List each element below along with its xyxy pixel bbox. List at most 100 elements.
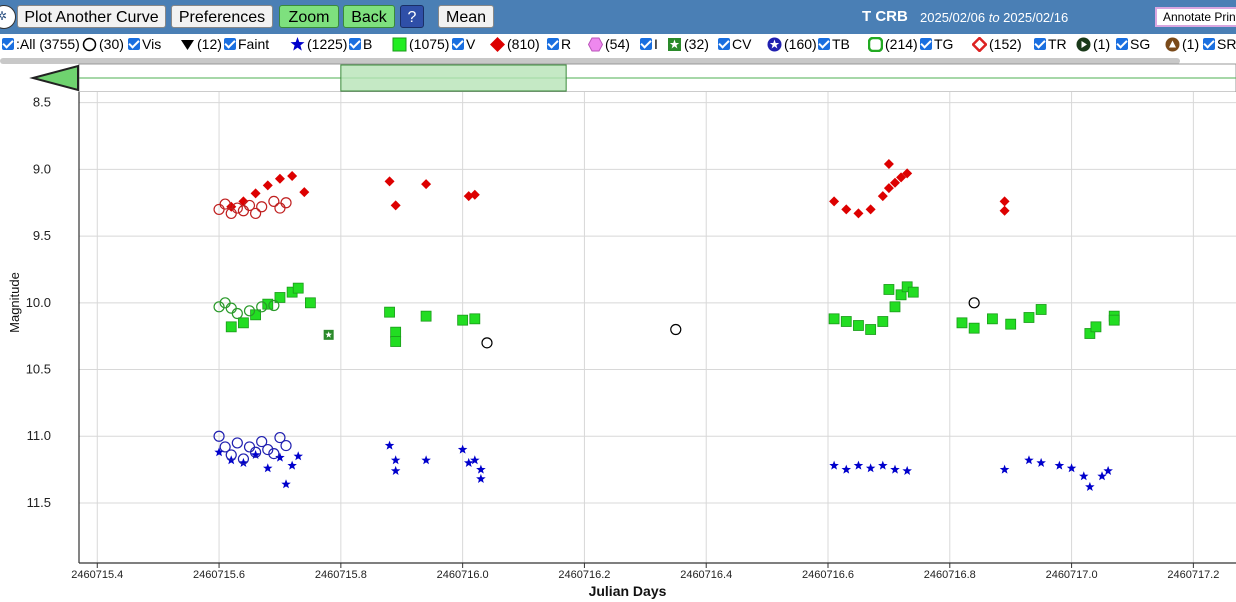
data-point-r xyxy=(883,183,894,194)
data-point-v xyxy=(390,326,402,338)
legend-item-label: SR xyxy=(1217,36,1236,52)
x-tick-label: 2460715.6 xyxy=(193,569,245,581)
legend-item[interactable]: I xyxy=(640,36,658,52)
data-point-b xyxy=(865,463,876,473)
legend-item[interactable]: SR xyxy=(1203,36,1236,52)
data-point-b xyxy=(287,460,297,470)
legend-item-label: (1075) xyxy=(409,36,450,52)
data-point-b xyxy=(853,460,864,470)
data-point-r xyxy=(390,200,401,211)
legend-item: (1) xyxy=(1165,36,1199,52)
legend-item[interactable]: Vis xyxy=(128,36,161,52)
plot-another-curve-button[interactable]: Plot Another Curve xyxy=(17,5,166,28)
legend-item[interactable]: :All (3755) xyxy=(2,36,80,52)
legend-item[interactable]: R xyxy=(547,36,571,52)
data-point-b xyxy=(476,464,486,474)
data-point-b xyxy=(1036,457,1046,467)
help-button[interactable]: ? xyxy=(400,5,424,28)
data-point-r xyxy=(896,172,907,183)
checkbox-icon[interactable] xyxy=(128,38,140,50)
checkbox-icon[interactable] xyxy=(640,38,652,50)
y-tick-label: 11.0 xyxy=(27,428,51,443)
data-point-v xyxy=(250,309,261,321)
legend-item-label: CV xyxy=(732,36,752,52)
checkbox-icon[interactable] xyxy=(547,38,559,50)
green-star-square-icon xyxy=(667,37,682,52)
data-point-v xyxy=(907,286,919,298)
legend-item: (54) xyxy=(588,36,630,52)
series-b xyxy=(214,440,1113,491)
preferences-button[interactable]: Preferences xyxy=(171,5,273,28)
legend-item[interactable]: V xyxy=(452,36,475,52)
legend-item[interactable]: B xyxy=(349,36,372,52)
green-ring-icon xyxy=(868,36,883,52)
data-point-tg xyxy=(243,305,256,317)
checkbox-icon[interactable] xyxy=(718,38,730,50)
data-point-vis xyxy=(481,337,493,349)
y-tick-label: 11.5 xyxy=(27,495,51,510)
data-point-v xyxy=(390,336,402,347)
data-point-tr xyxy=(280,197,292,209)
date-range: 2025/02/06 to 2025/02/16 xyxy=(920,10,1068,25)
x-tick-label: 2460716.4 xyxy=(680,569,732,581)
data-point-r xyxy=(865,204,876,215)
x-tick-label: 2460716.8 xyxy=(924,569,976,581)
checkbox-icon[interactable] xyxy=(452,38,464,50)
legend-item-label: (1) xyxy=(1182,36,1200,52)
data-point-tb xyxy=(268,447,280,460)
checkbox-icon[interactable] xyxy=(1116,38,1128,50)
checkbox-icon[interactable] xyxy=(818,38,830,50)
legend-item-label: I xyxy=(654,36,658,52)
checkbox-icon[interactable] xyxy=(2,38,14,50)
data-point-tb xyxy=(280,439,292,452)
data-point-v xyxy=(840,316,852,327)
checkbox-icon[interactable] xyxy=(920,38,932,50)
data-point-b xyxy=(390,465,401,475)
legend-item-label: (30) xyxy=(99,36,124,52)
checkbox-icon[interactable] xyxy=(1034,38,1046,50)
plot-area xyxy=(79,92,1236,563)
data-point-tb xyxy=(231,437,243,449)
checkbox-icon[interactable] xyxy=(349,38,361,50)
legend-item[interactable]: TG xyxy=(920,36,953,52)
data-point-r xyxy=(262,180,273,191)
legend-item[interactable]: TB xyxy=(818,36,850,52)
data-point-r xyxy=(274,173,285,184)
data-point-tg xyxy=(231,307,243,320)
legend-item: (12) xyxy=(180,36,222,52)
x-tick-label: 2460716.0 xyxy=(437,569,489,581)
data-point-v xyxy=(292,282,304,294)
data-point-v xyxy=(987,313,998,325)
zoom-button[interactable]: Zoom xyxy=(279,5,339,28)
checkbox-icon[interactable] xyxy=(224,38,236,50)
data-point-b xyxy=(829,460,839,470)
data-point-r xyxy=(421,179,432,190)
legend-item[interactable]: Faint xyxy=(224,36,269,52)
x-tick-label: 2460715.4 xyxy=(71,569,123,581)
open-circle-icon xyxy=(82,37,97,52)
data-point-r xyxy=(902,168,913,179)
data-point-tg xyxy=(213,301,225,313)
data-point-v xyxy=(262,298,274,310)
overview-zoom-window[interactable] xyxy=(340,64,567,92)
data-point-b xyxy=(1054,460,1065,470)
checkbox-icon[interactable] xyxy=(1203,38,1215,50)
horizontal-scrollbar[interactable] xyxy=(0,58,1180,64)
annotate-print-button[interactable]: Annotate Print xyxy=(1155,7,1236,27)
data-point-tg xyxy=(256,301,268,313)
scroll-left-arrow-icon[interactable] xyxy=(29,64,79,92)
data-point-b xyxy=(902,465,912,475)
back-button[interactable]: Back xyxy=(343,5,395,28)
data-point-tr xyxy=(268,195,280,208)
legend-item-label: (1) xyxy=(1093,36,1111,52)
legend-item[interactable]: CV xyxy=(718,36,751,52)
x-tick-label: 2460717.0 xyxy=(1046,569,1098,581)
mean-button[interactable]: Mean xyxy=(438,5,494,28)
data-point-b xyxy=(1097,471,1107,481)
data-point-b xyxy=(470,455,480,465)
legend-item[interactable]: TR xyxy=(1034,36,1067,52)
legend-item[interactable]: SG xyxy=(1116,36,1150,52)
data-point-tb xyxy=(225,449,237,461)
legend-item-label: TG xyxy=(934,36,954,52)
data-point-b xyxy=(214,447,224,457)
